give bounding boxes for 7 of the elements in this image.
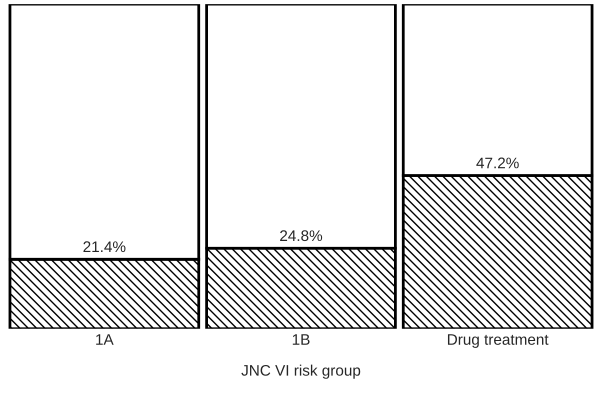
x-tick-label: Drug treatment: [448, 334, 548, 348]
data-label: 47.2%: [476, 158, 519, 168]
data-label: 24.8%: [280, 230, 322, 242]
data-label: 21.4%: [83, 241, 126, 252]
x-axis-title: JNC VI risk group: [241, 364, 360, 379]
x-tick-label: 1A: [96, 334, 114, 345]
x-tick-label: 1B: [292, 334, 310, 345]
